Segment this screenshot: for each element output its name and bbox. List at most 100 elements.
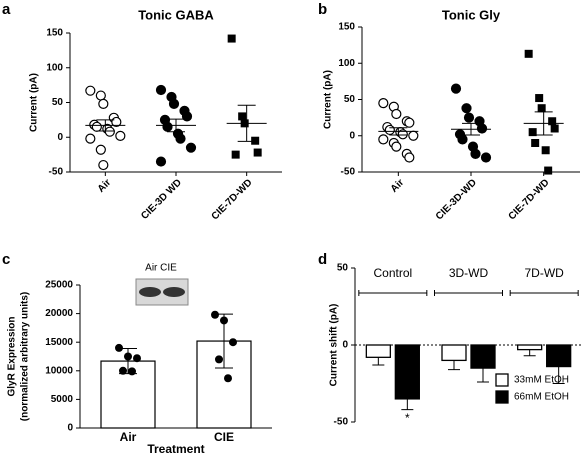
y-tick-label: 150 [46, 28, 63, 39]
sem-bar [237, 104, 256, 142]
legend-label: 66mM EtOH [514, 392, 569, 403]
sem-bar [96, 119, 115, 132]
data-point [384, 124, 395, 136]
bar [546, 344, 572, 368]
y-tick-label: 5000 [51, 394, 74, 405]
data-point [544, 166, 553, 175]
legend-label: 33mM EtOH [514, 375, 569, 386]
group-label: Control [373, 266, 412, 280]
data-point [253, 148, 262, 157]
x-tick-label: CIE-7D-WD [210, 177, 255, 222]
y-tick-label: 25000 [45, 280, 73, 291]
sem-bar [167, 118, 185, 133]
group-label: 7D-WD [525, 266, 565, 280]
data-point [541, 146, 550, 155]
data-point [524, 49, 533, 58]
data-point [124, 352, 132, 361]
data-point [378, 134, 389, 145]
bar [394, 344, 420, 400]
y-tick-label: 100 [338, 58, 355, 69]
data-point [115, 343, 123, 352]
data-point [463, 112, 475, 123]
data-point [408, 130, 419, 141]
data-point [155, 156, 167, 167]
data-point [162, 121, 173, 132]
data-point [85, 133, 96, 144]
data-point [528, 128, 537, 137]
data-point [220, 316, 228, 325]
y-tick-label: 10000 [45, 365, 73, 376]
bar [470, 344, 496, 369]
data-point [548, 117, 557, 126]
y-tick-label: 20000 [45, 308, 73, 319]
x-axis-label: Treatment [147, 442, 204, 455]
sem-bar [389, 127, 408, 136]
data-point [378, 98, 389, 109]
data-point [211, 310, 219, 319]
data-point [104, 126, 115, 137]
panel-letter: a [2, 1, 11, 18]
data-point [251, 136, 260, 145]
data-point [391, 141, 402, 152]
error-bar [401, 398, 414, 411]
y-axis-label: Current shift (pA) [329, 304, 340, 387]
data-point [155, 84, 167, 96]
y-tick-label: 150 [338, 22, 355, 33]
legend-swatch [495, 373, 509, 387]
blot-band [139, 287, 161, 297]
y-tick-label: 0 [67, 423, 73, 434]
data-point [550, 124, 559, 133]
data-point [531, 139, 540, 147]
bar [441, 344, 467, 362]
blot-band [163, 287, 185, 297]
error-bar [372, 357, 385, 366]
y-axis-label: GlyR Expression [7, 316, 18, 396]
x-tick-label: CIE-3D-WD [434, 177, 479, 222]
data-point [98, 159, 109, 171]
y-tick-label: 50 [344, 94, 356, 105]
y-axis-label: Current (pA) [29, 73, 40, 132]
data-point [133, 354, 141, 363]
group-bracket [358, 290, 428, 296]
data-point [470, 148, 481, 159]
y-tick-label: -50 [341, 167, 356, 178]
data-point [404, 152, 415, 163]
western-blot [135, 278, 189, 306]
data-point [231, 150, 240, 159]
data-point [115, 130, 126, 141]
bar [517, 344, 543, 351]
data-point [480, 152, 492, 163]
data-point [95, 90, 106, 101]
panel-letter: d [318, 251, 327, 268]
data-point [85, 85, 96, 96]
error-bar [552, 366, 565, 384]
data-point [91, 121, 102, 132]
y-axis-label: Current (pA) [323, 70, 334, 129]
y-tick-label: -50 [334, 417, 349, 428]
data-point [215, 355, 223, 364]
data-point [95, 144, 106, 155]
inset-label: Air CIE [145, 263, 177, 274]
error-bar [523, 349, 536, 357]
data-point [98, 98, 109, 109]
data-point [404, 117, 415, 128]
bar [365, 344, 391, 358]
data-point [450, 83, 462, 94]
error-bar [477, 368, 489, 383]
x-tick-label: Air [120, 430, 137, 444]
group-bracket [509, 290, 579, 296]
y-tick-label: 0 [349, 130, 355, 141]
y-tick-label: 0 [342, 340, 348, 351]
data-point [168, 98, 180, 109]
data-point [535, 94, 544, 103]
data-point [128, 367, 136, 376]
x-tick-label: CIE [214, 430, 234, 444]
group-label: 3D-WD [449, 266, 489, 280]
data-point [227, 34, 236, 43]
panel-letter: b [318, 1, 327, 18]
legend-swatch [495, 390, 509, 404]
data-point [461, 103, 472, 114]
y-tick-label: 50 [337, 263, 349, 274]
group-bracket [434, 290, 503, 296]
